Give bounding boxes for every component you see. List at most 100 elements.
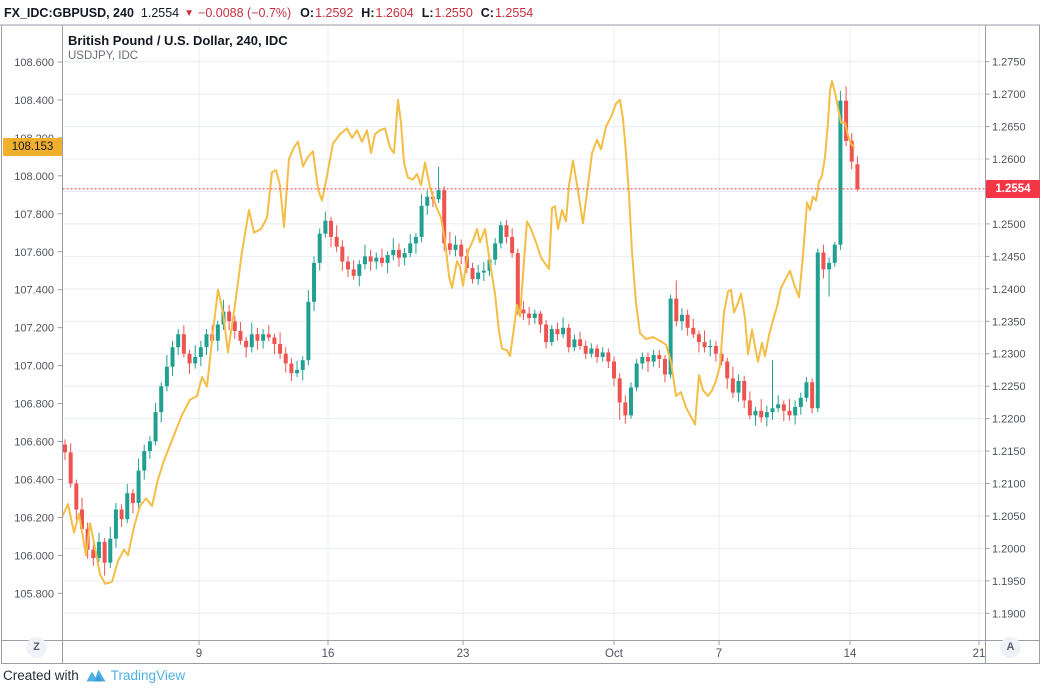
candle-body bbox=[527, 313, 532, 319]
candle-body bbox=[662, 358, 667, 375]
candle-body bbox=[827, 262, 832, 270]
right-axis-label[interactable]: 1.2200 bbox=[992, 414, 1026, 426]
plot-area bbox=[62, 25, 986, 641]
candle-body bbox=[708, 345, 713, 348]
candle-body bbox=[425, 196, 430, 206]
candle-body bbox=[770, 408, 775, 413]
candle-body bbox=[340, 246, 345, 262]
right-axis-label[interactable]: 1.2350 bbox=[992, 316, 1026, 328]
candle-body bbox=[583, 345, 588, 354]
left-axis-label[interactable]: 108.000 bbox=[14, 171, 54, 183]
left-axis-label[interactable]: 107.200 bbox=[14, 323, 54, 335]
left-axis-label[interactable]: 106.000 bbox=[14, 550, 54, 562]
right-axis-label[interactable]: 1.2300 bbox=[992, 349, 1026, 361]
candle-body bbox=[804, 382, 809, 398]
right-axis-label[interactable]: 1.2100 bbox=[992, 479, 1026, 491]
candle-body bbox=[764, 412, 769, 418]
candle-body bbox=[408, 243, 413, 254]
usdjpy-line bbox=[62, 80, 855, 585]
left-axis-label[interactable]: 106.600 bbox=[14, 437, 54, 449]
candle-body bbox=[130, 493, 135, 503]
right-axis-label[interactable]: 1.2450 bbox=[992, 251, 1026, 263]
time-axis-label[interactable]: 14 bbox=[844, 648, 857, 660]
right-axis-label[interactable]: 1.1950 bbox=[992, 576, 1026, 588]
tradingview-brand-link[interactable]: TradingView bbox=[110, 668, 186, 683]
candle-body bbox=[283, 353, 288, 364]
left-axis-label[interactable]: 108.400 bbox=[14, 95, 54, 107]
time-axis-label[interactable]: 16 bbox=[322, 648, 335, 660]
candle-body bbox=[544, 324, 549, 343]
candle-body bbox=[702, 342, 707, 348]
right-axis-label[interactable]: 1.2050 bbox=[992, 511, 1026, 523]
candle-body bbox=[198, 347, 203, 357]
candle-body bbox=[447, 243, 452, 250]
right-axis-label[interactable]: 1.2400 bbox=[992, 284, 1026, 296]
candle-body bbox=[261, 334, 266, 341]
right-axis-label[interactable]: 1.2650 bbox=[992, 122, 1026, 134]
left-axis-label[interactable]: 107.000 bbox=[14, 361, 54, 373]
candle-body bbox=[844, 100, 849, 141]
candle-body bbox=[119, 509, 124, 520]
candle-body bbox=[379, 257, 384, 263]
candle-body bbox=[244, 340, 249, 348]
right-axis-label[interactable]: 1.2700 bbox=[992, 89, 1026, 101]
candle-body bbox=[346, 261, 350, 270]
timezone-button[interactable]: Z bbox=[26, 637, 47, 658]
candle-body bbox=[249, 334, 254, 348]
candle-body bbox=[295, 369, 300, 374]
candle-body bbox=[595, 348, 600, 357]
candle-body bbox=[561, 327, 566, 335]
candle-body bbox=[323, 220, 328, 234]
left-axis-label[interactable]: 106.800 bbox=[14, 399, 54, 411]
candle-body bbox=[612, 361, 617, 379]
candle-body bbox=[668, 298, 673, 375]
auto-scale-button[interactable]: A bbox=[1000, 637, 1021, 658]
time-axis-label[interactable]: 9 bbox=[196, 648, 202, 660]
candle-body bbox=[606, 352, 611, 362]
right-axis-label[interactable]: 1.2000 bbox=[992, 543, 1026, 555]
left-axis-label[interactable]: 106.400 bbox=[14, 474, 54, 486]
time-axis-label[interactable]: 21 bbox=[973, 648, 986, 660]
candle-body bbox=[102, 541, 107, 563]
candle-body bbox=[730, 378, 735, 393]
candle-body bbox=[374, 257, 379, 262]
right-axis-label[interactable]: 1.2600 bbox=[992, 154, 1026, 166]
close-label: C: bbox=[480, 6, 494, 20]
candle-body bbox=[74, 483, 79, 510]
right-axis-label[interactable]: 1.1900 bbox=[992, 608, 1026, 620]
tradingview-logo-icon[interactable] bbox=[85, 668, 107, 683]
left-axis-label[interactable]: 106.200 bbox=[14, 512, 54, 524]
overlay-series-title[interactable]: USDJPY, IDC bbox=[68, 50, 139, 62]
candle-body bbox=[793, 406, 798, 416]
right-axis-label[interactable]: 1.2500 bbox=[992, 219, 1026, 231]
candle-body bbox=[266, 334, 271, 338]
candle-body bbox=[493, 243, 498, 260]
candle-body bbox=[176, 334, 181, 348]
left-axis-label[interactable]: 108.600 bbox=[14, 57, 54, 69]
left-axis-label[interactable]: 107.600 bbox=[14, 247, 54, 259]
time-axis-label[interactable]: 7 bbox=[716, 648, 722, 660]
candle-body bbox=[747, 400, 752, 416]
left-axis-label[interactable]: 105.800 bbox=[14, 588, 54, 600]
candle-body bbox=[459, 244, 464, 257]
candle-body bbox=[685, 314, 690, 328]
high-label: H: bbox=[361, 6, 375, 20]
right-axis-label[interactable]: 1.2250 bbox=[992, 381, 1026, 393]
main-series-title[interactable]: British Pound / U.S. Dollar, 240, IDC bbox=[68, 33, 288, 48]
candle-body bbox=[629, 387, 633, 416]
time-axis-label[interactable]: Oct bbox=[605, 648, 624, 660]
candle-body bbox=[272, 337, 277, 344]
candle-body bbox=[798, 397, 803, 407]
right-axis-label[interactable]: 1.2150 bbox=[992, 446, 1026, 458]
left-axis-label[interactable]: 107.400 bbox=[14, 285, 54, 297]
candle-body bbox=[679, 314, 684, 322]
candle-body bbox=[215, 324, 220, 341]
candle-body bbox=[396, 249, 401, 258]
time-axis-label[interactable]: 23 bbox=[457, 648, 470, 660]
candle-body bbox=[391, 249, 396, 256]
candle-body bbox=[362, 256, 367, 265]
left-axis-label[interactable]: 107.800 bbox=[14, 209, 54, 221]
right-axis-label[interactable]: 1.2750 bbox=[992, 57, 1026, 69]
